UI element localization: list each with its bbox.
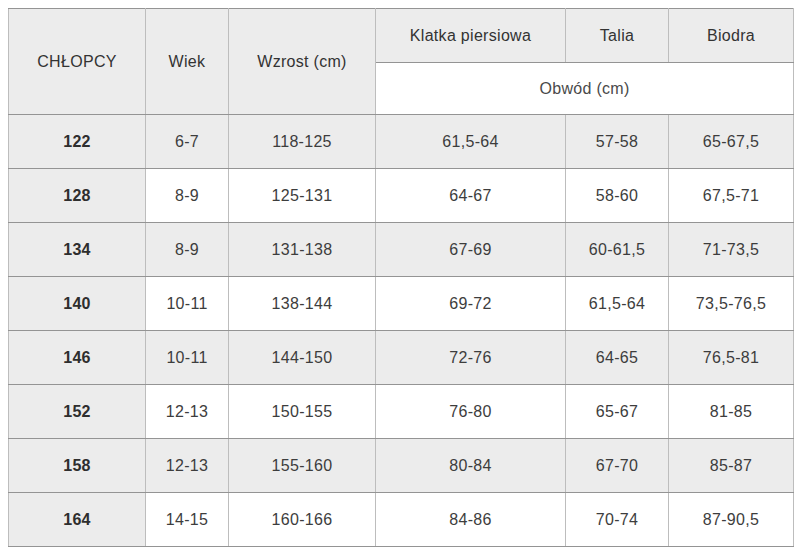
hips-cell: 73,5-76,5	[669, 277, 794, 331]
chest-cell: 61,5-64	[376, 115, 566, 169]
waist-cell: 67-70	[566, 439, 669, 493]
height-cell: 150-155	[229, 385, 376, 439]
size-cell: 134	[9, 223, 146, 277]
height-cell: 155-160	[229, 439, 376, 493]
hips-cell: 71-73,5	[669, 223, 794, 277]
chest-cell: 76-80	[376, 385, 566, 439]
hips-cell: 81-85	[669, 385, 794, 439]
table-row-128: 128 8-9 125-131 64-67 58-60 67,5-71	[9, 169, 794, 223]
age-cell: 12-13	[146, 385, 229, 439]
column-header-circumference: Obwód (cm)	[376, 63, 794, 115]
age-cell: 6-7	[146, 115, 229, 169]
column-header-chest: Klatka piersiowa	[376, 9, 566, 63]
waist-cell: 61,5-64	[566, 277, 669, 331]
table-row-158: 158 12-13 155-160 80-84 67-70 85-87	[9, 439, 794, 493]
table-row-152: 152 12-13 150-155 76-80 65-67 81-85	[9, 385, 794, 439]
waist-cell: 57-58	[566, 115, 669, 169]
column-header-boys: CHŁOPCY	[9, 9, 146, 115]
size-cell: 140	[9, 277, 146, 331]
table-row-164: 164 14-15 160-166 84-86 70-74 87-90,5	[9, 493, 794, 547]
waist-cell: 60-61,5	[566, 223, 669, 277]
chest-cell: 80-84	[376, 439, 566, 493]
chest-cell: 84-86	[376, 493, 566, 547]
hips-cell: 76,5-81	[669, 331, 794, 385]
column-header-hips: Biodra	[669, 9, 794, 63]
height-cell: 144-150	[229, 331, 376, 385]
height-cell: 138-144	[229, 277, 376, 331]
chest-cell: 69-72	[376, 277, 566, 331]
waist-cell: 58-60	[566, 169, 669, 223]
boys-size-chart-table: CHŁOPCY Wiek Wzrost (cm) Klatka piersiow…	[8, 8, 794, 547]
column-header-waist: Talia	[566, 9, 669, 63]
waist-cell: 70-74	[566, 493, 669, 547]
chest-cell: 64-67	[376, 169, 566, 223]
height-cell: 125-131	[229, 169, 376, 223]
size-chart-container: CHŁOPCY Wiek Wzrost (cm) Klatka piersiow…	[8, 8, 794, 547]
hips-cell: 65-67,5	[669, 115, 794, 169]
size-cell: 128	[9, 169, 146, 223]
chest-cell: 67-69	[376, 223, 566, 277]
column-header-height: Wzrost (cm)	[229, 9, 376, 115]
table-row-122: 122 6-7 118-125 61,5-64 57-58 65-67,5	[9, 115, 794, 169]
age-cell: 8-9	[146, 223, 229, 277]
table-row-146: 146 10-11 144-150 72-76 64-65 76,5-81	[9, 331, 794, 385]
waist-cell: 65-67	[566, 385, 669, 439]
hips-cell: 85-87	[669, 439, 794, 493]
age-cell: 14-15	[146, 493, 229, 547]
header-row-main: CHŁOPCY Wiek Wzrost (cm) Klatka piersiow…	[9, 9, 794, 63]
height-cell: 118-125	[229, 115, 376, 169]
height-cell: 160-166	[229, 493, 376, 547]
column-header-age: Wiek	[146, 9, 229, 115]
age-cell: 8-9	[146, 169, 229, 223]
size-cell: 152	[9, 385, 146, 439]
size-cell: 158	[9, 439, 146, 493]
size-cell: 164	[9, 493, 146, 547]
table-row-140: 140 10-11 138-144 69-72 61,5-64 73,5-76,…	[9, 277, 794, 331]
height-cell: 131-138	[229, 223, 376, 277]
hips-cell: 87-90,5	[669, 493, 794, 547]
age-cell: 10-11	[146, 331, 229, 385]
chest-cell: 72-76	[376, 331, 566, 385]
age-cell: 10-11	[146, 277, 229, 331]
hips-cell: 67,5-71	[669, 169, 794, 223]
size-cell: 146	[9, 331, 146, 385]
age-cell: 12-13	[146, 439, 229, 493]
waist-cell: 64-65	[566, 331, 669, 385]
table-row-134: 134 8-9 131-138 67-69 60-61,5 71-73,5	[9, 223, 794, 277]
size-cell: 122	[9, 115, 146, 169]
